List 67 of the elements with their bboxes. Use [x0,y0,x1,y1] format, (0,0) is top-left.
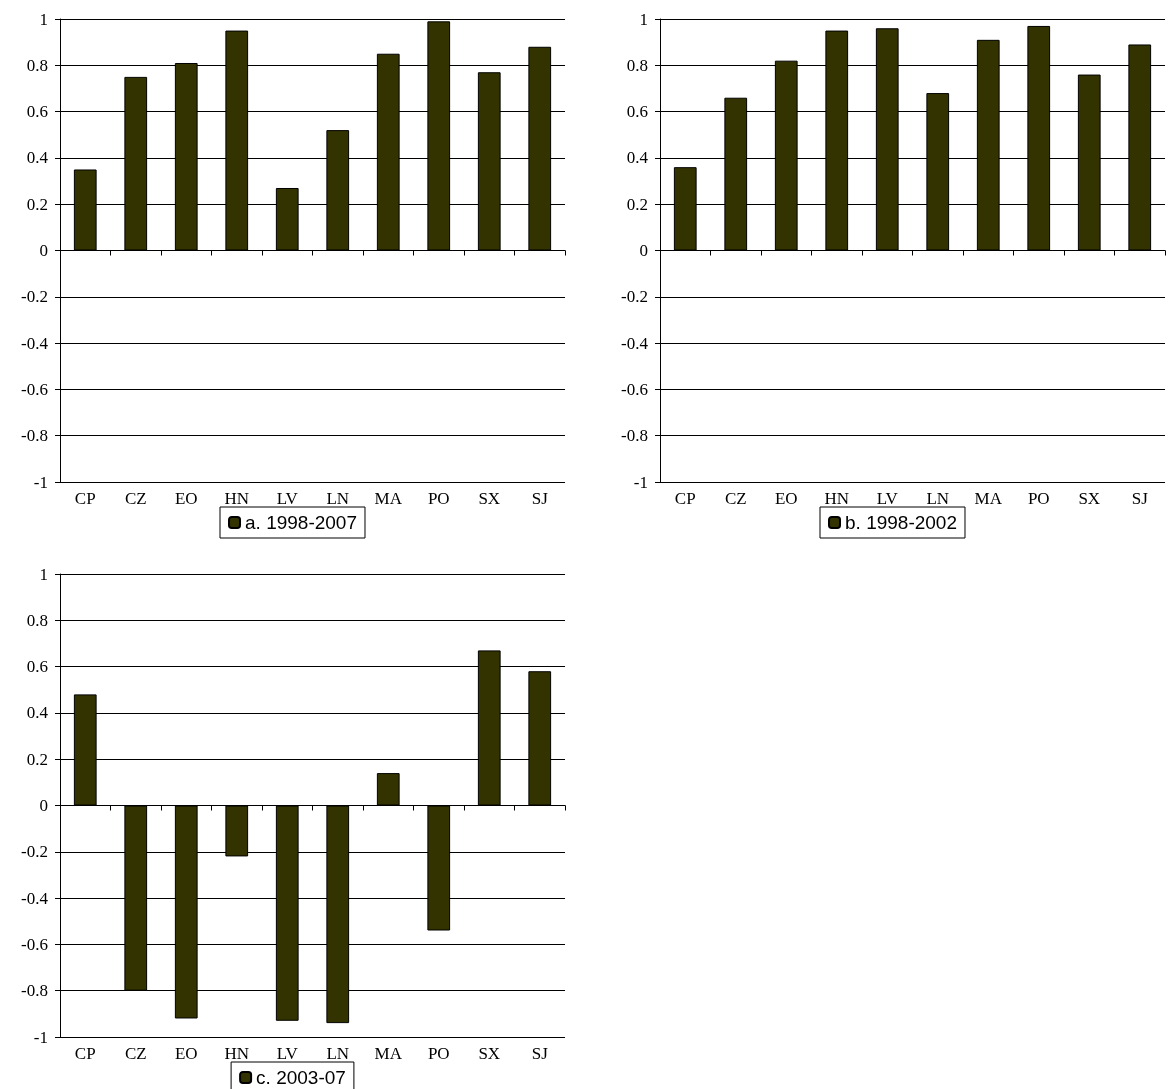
x-tick-label: PO [1027,489,1050,508]
y-tick-label: -0.4 [21,888,49,908]
y-tick-label: 0.4 [626,148,649,168]
x-tick-label: HN [824,489,850,508]
legend-label: b. 1998-2002 [845,512,958,533]
x-tick-label: CZ [124,1044,147,1063]
y-tick-label: 1 [639,9,648,29]
x-tick-label: MA [974,489,1003,508]
x-tick-label: PO [427,489,450,508]
y-tick-label: 0.8 [26,55,48,75]
y-tick-label: 0.6 [626,102,648,122]
x-tick-label: HN [224,489,250,508]
y-tick-label: -0.4 [21,333,49,353]
x-tick-label: EO [774,489,798,508]
y-tick-label: -0.4 [621,333,649,353]
x-tick-label: CP [74,1044,96,1063]
y-tick-label: 1 [39,9,48,29]
x-tick-label: SJ [1131,489,1149,508]
x-tick-label: LV [276,489,299,508]
y-tick-label: -0.6 [21,934,48,954]
y-tick-label: -1 [33,472,48,492]
x-tick-label: LN [926,489,950,508]
y-tick-label: -0.8 [21,981,48,1001]
x-tick-label: CZ [124,489,147,508]
x-tick-label: SX [1078,489,1101,508]
y-tick-label: 0.4 [26,148,49,168]
y-tick-label: 0 [39,241,48,260]
x-tick-label: LN [326,489,350,508]
y-tick-label: 0 [639,241,648,260]
y-tick-label: -1 [33,1027,48,1047]
y-tick-label: 0.8 [26,610,48,630]
x-tick-label: EO [174,1044,198,1063]
y-tick-label: 0 [39,796,48,815]
x-tick-label: HN [224,1044,250,1063]
x-tick-label: LV [876,489,899,508]
y-tick-label: -0.6 [21,379,48,399]
y-tick-label: -0.2 [21,842,48,862]
x-tick-label: CP [674,489,696,508]
legend-label: a. 1998-2007 [245,512,358,533]
y-tick-label: 0.2 [26,749,48,769]
x-tick-label: EO [174,489,198,508]
x-tick-label: SJ [531,489,549,508]
y-tick-label: 1 [39,564,48,584]
legend-label: c. 2003-07 [256,1067,346,1088]
x-tick-label: SJ [531,1044,549,1063]
y-tick-label: 0.4 [26,703,49,723]
bar [376,773,400,806]
y-tick-label: -1 [633,472,648,492]
y-tick-label: 0.6 [26,657,48,677]
y-tick-label: 0.2 [626,194,648,214]
x-tick-label: CZ [724,489,747,508]
y-tick-label: 0.6 [26,102,48,122]
y-tick-label: -0.2 [21,287,48,307]
y-tick-label: -0.8 [21,426,48,446]
x-tick-label: MA [374,1044,403,1063]
y-tick-label: -0.6 [621,379,648,399]
x-tick-label: PO [427,1044,450,1063]
y-tick-label: 0.8 [626,55,648,75]
y-tick-label: -0.8 [621,426,648,446]
x-tick-label: CP [74,489,96,508]
x-tick-label: MA [374,489,403,508]
y-tick-label: 0.2 [26,194,48,214]
x-tick-label: SX [478,1044,501,1063]
x-tick-label: LN [326,1044,350,1063]
x-tick-label: SX [478,489,501,508]
x-tick-label: LV [276,1044,299,1063]
y-tick-label: -0.2 [621,287,648,307]
